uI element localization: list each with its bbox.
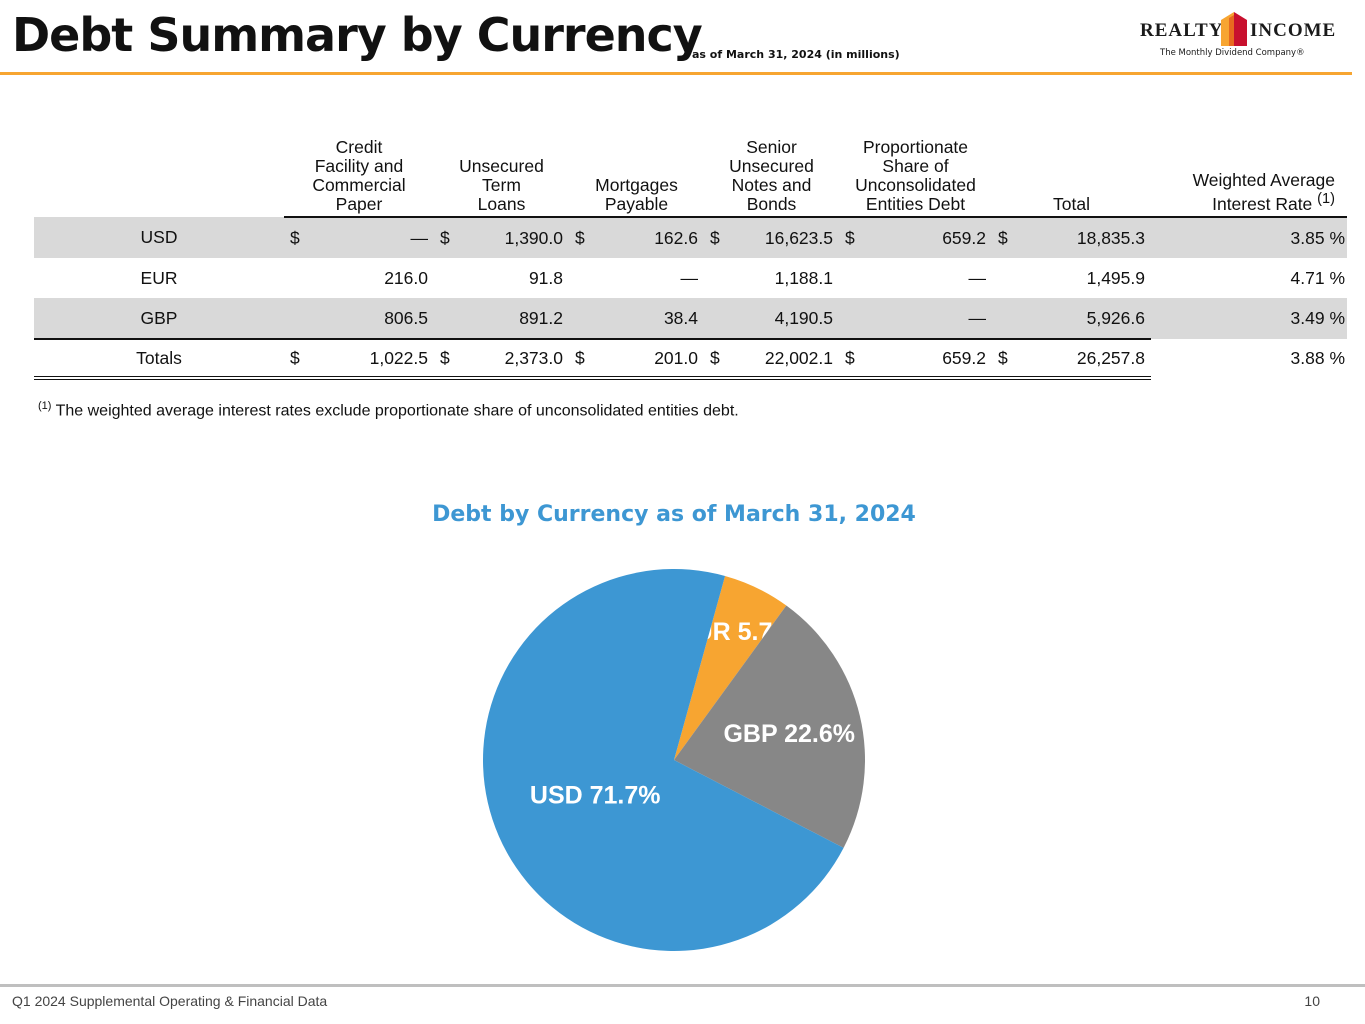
page-number: 10 (1304, 993, 1320, 1009)
cell-mortgages: 201.0 (597, 339, 704, 380)
header-total: Total (992, 138, 1151, 218)
dollar-sign: $ (992, 217, 1020, 258)
dollar-sign: $ (569, 217, 597, 258)
cell-credit: — (312, 217, 434, 258)
footer-text: Q1 2024 Supplemental Operating & Financi… (12, 993, 328, 1009)
cell-credit: 1,022.5 (312, 339, 434, 380)
header-mortgages: Mortgages Payable (569, 138, 704, 218)
cell-notes: 22,002.1 (732, 339, 839, 380)
header-unconsolidated: Proportionate Share of Unconsolidated Entit… (839, 138, 992, 218)
logo-building-icon (1221, 12, 1247, 46)
header-divider (0, 72, 1352, 75)
cell-term: 891.2 (462, 298, 569, 340)
page-title: Debt Summary by Currency (12, 8, 703, 62)
footnote: (1) The weighted average interest rates … (38, 400, 739, 420)
cell-total: 18,835.3 (1020, 217, 1151, 258)
table-row-gbp: GBP 806.5 891.2 38.4 4,190.5 — 5,926.6 3… (34, 298, 1347, 340)
dollar-sign: $ (839, 217, 867, 258)
pie-label-usd: USD 71.7% (530, 781, 661, 809)
cell-rate: 3.88 % (1290, 348, 1345, 368)
debt-summary-table: Credit Facility and Commercial Paper Unsecu… (34, 138, 1347, 380)
cell-term: 91.8 (528, 267, 563, 288)
cell-unconsolidated: 659.2 (867, 217, 992, 258)
cell-term: 2,373.0 (462, 339, 569, 380)
pie-slice-eur (674, 575, 787, 760)
logo-text-right: INCOME (1250, 20, 1337, 41)
cell-unconsolidated: — (867, 298, 992, 340)
page-subtitle: as of March 31, 2024 (in millions) (692, 48, 900, 61)
pie-slice-usd (483, 568, 844, 951)
cell-rate: 3.49 % (1151, 298, 1347, 339)
dollar-sign: $ (569, 339, 597, 380)
header-senior-notes: Senior Unsecured Notes and Bonds (704, 138, 839, 218)
table-row-totals: Totals $ 1,022.5 $ 2,373.0 $ 201.0 $ 22,… (34, 339, 1347, 380)
cell-term: 1,390.0 (462, 217, 569, 258)
header-weighted-average: Weighted Average Interest Rate (1) (1151, 138, 1347, 218)
cell-rate: 3.85 % (1151, 217, 1347, 258)
cell-total: 26,257.8 (1020, 339, 1151, 380)
cell-mortgages: 38.4 (597, 298, 704, 340)
cell-unconsolidated: 659.2 (867, 339, 992, 380)
dollar-sign: $ (434, 339, 462, 380)
dollar-sign: $ (704, 339, 732, 380)
cell-unconsolidated: — (968, 267, 987, 288)
footnote-text: The weighted average interest rates excl… (55, 402, 739, 420)
row-label: GBP (34, 298, 284, 340)
chart-title: Debt by Currency as of March 31, 2024 (432, 502, 916, 527)
dollar-sign: $ (284, 339, 312, 380)
table-row-eur: EUR 216.0 91.8 — 1,188.1 — 1,495.9 4.71 … (34, 258, 1347, 298)
cell-mortgages: 162.6 (597, 217, 704, 258)
pie-label-gbp: GBP 22.6% (723, 720, 855, 748)
cell-notes: 16,623.5 (732, 217, 839, 258)
footnote-marker: (1) (38, 400, 52, 412)
cell-total: 5,926.6 (1020, 298, 1151, 340)
cell-notes: 4,190.5 (732, 298, 839, 340)
row-label: EUR (140, 267, 178, 288)
cell-rate: 4.71 % (1290, 267, 1345, 288)
cell-mortgages: — (680, 267, 699, 288)
company-logo: REALTY INCOME The Monthly Dividend Compa… (1136, 12, 1340, 64)
row-label: Totals (34, 339, 284, 380)
dollar-sign: $ (434, 217, 462, 258)
page-header: Debt Summary by Currency as of March 31,… (0, 0, 1365, 76)
pie-slice-gbp (674, 605, 865, 848)
logo-text-left: REALTY (1140, 20, 1224, 41)
cell-notes: 1,188.1 (774, 267, 833, 288)
dollar-sign: $ (839, 339, 867, 380)
cell-credit: 806.5 (312, 298, 434, 340)
logo-tagline: The Monthly Dividend Company® (1160, 48, 1305, 58)
table-row-usd: USD $ — $ 1,390.0 $ 162.6 $ 16,623.5 $ 6… (34, 217, 1347, 258)
footer-divider (0, 984, 1365, 987)
dollar-sign: $ (992, 339, 1020, 380)
cell-total: 1,495.9 (1086, 267, 1145, 288)
dollar-sign: $ (704, 217, 732, 258)
header-term-loans: Unsecured Term Loans (434, 138, 569, 218)
header-credit-facility: Credit Facility and Commercial Paper (284, 138, 434, 218)
cell-credit: 216.0 (384, 267, 428, 288)
row-label: USD (34, 217, 284, 258)
table-header-row: Credit Facility and Commercial Paper Unsecu… (34, 138, 1347, 218)
dollar-sign: $ (284, 217, 312, 258)
